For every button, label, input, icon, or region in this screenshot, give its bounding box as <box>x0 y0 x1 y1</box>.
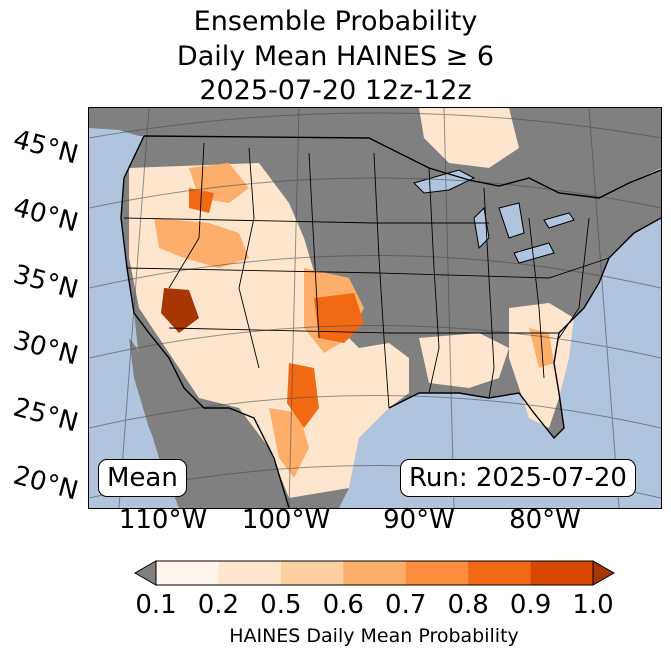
lon-label-80: 80°W <box>509 505 581 535</box>
stat-box-mean: Mean <box>98 459 187 497</box>
colorbar-tick-label: 0.6 <box>322 590 364 620</box>
probability-map <box>89 108 661 508</box>
colorbar-tick-label: 0.5 <box>260 590 302 620</box>
colorbar-tick-label: 0.9 <box>509 590 552 620</box>
colorbar-segment <box>343 561 407 585</box>
colorbar-segment <box>218 561 282 585</box>
lat-label-25: 25°N <box>10 392 82 439</box>
lat-label-45: 45°N <box>10 124 82 171</box>
colorbar-tick-label: 0.7 <box>385 590 427 620</box>
lat-label-35: 35°N <box>10 259 82 306</box>
state-lines <box>123 142 610 409</box>
colorbar-label: HAINES Daily Mean Probability <box>229 625 519 647</box>
colorbar-segment <box>468 561 532 585</box>
lon-label-110: 110°W <box>118 505 208 535</box>
colorbar-segment <box>280 561 344 585</box>
canada-land <box>89 108 661 198</box>
colorbar-tick-label: 0.1 <box>135 590 177 620</box>
run-date-box: Run: 2025-07-20 <box>400 459 636 497</box>
colorbar-tick-label: 0.2 <box>197 590 240 620</box>
lat-label-20: 20°N <box>10 460 82 507</box>
lat-label-30: 30°N <box>10 325 82 372</box>
map-panel <box>88 107 662 509</box>
colorbar-segment <box>405 561 469 585</box>
lon-label-100: 100°W <box>241 505 331 535</box>
colorbar-segment <box>156 561 219 585</box>
probability-fill-high <box>189 188 364 428</box>
colorbar <box>134 560 616 586</box>
lon-label-90: 90°W <box>383 505 455 535</box>
borders <box>120 135 661 508</box>
probability-fill-max <box>161 288 199 333</box>
colorbar-tick-label: 0.8 <box>447 590 489 620</box>
colorbar-under-arrow <box>134 560 157 586</box>
title-line-3: 2025-07-20 12z-12z <box>199 75 472 106</box>
lat-label-40: 40°N <box>10 192 82 239</box>
colorbar-tick-label: 1.0 <box>572 590 614 620</box>
title-line-2: Daily Mean HAINES ≥ 6 <box>176 41 495 72</box>
baja-land <box>129 338 174 473</box>
colorbar-over-arrow <box>592 560 616 586</box>
colorbar-segment <box>530 561 594 585</box>
title-line-1: Ensemble Probability <box>193 6 478 37</box>
